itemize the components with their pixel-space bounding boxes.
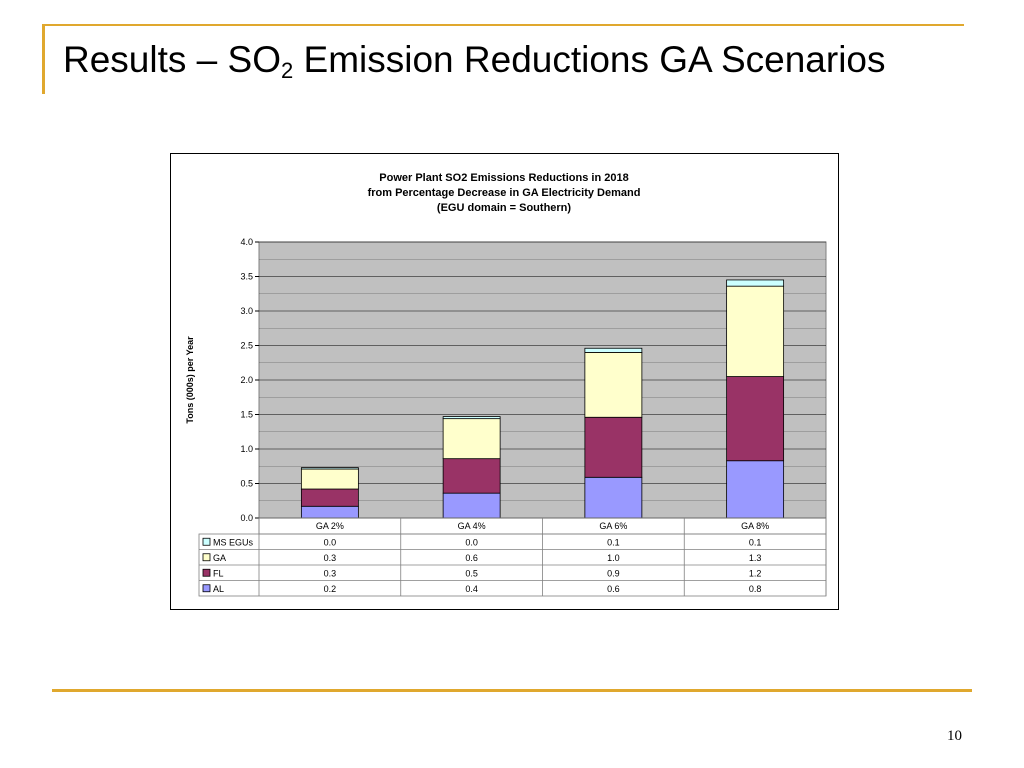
bar-segment-ga xyxy=(584,351,643,418)
y-tick-label: 0.5 xyxy=(240,479,253,489)
y-tick-label: 2.0 xyxy=(240,375,253,385)
bottom-rule xyxy=(52,689,972,692)
table-cell-value: 0.9 xyxy=(607,568,620,578)
table-cell-value: 1.0 xyxy=(607,553,620,563)
legend-label: AL xyxy=(213,584,224,594)
legend-label: FL xyxy=(213,568,224,578)
bar-segment-ms-egus xyxy=(300,467,359,470)
y-tick-label: 1.0 xyxy=(240,444,253,454)
legend-swatch-ga xyxy=(202,553,211,562)
bar-segment-al xyxy=(300,505,359,519)
x-category-label: GA 6% xyxy=(599,521,627,531)
table-cell-value: 0.3 xyxy=(324,568,337,578)
table-cell-value: 0.0 xyxy=(465,537,478,547)
bar-segment-fl xyxy=(300,488,359,507)
table-cell-value: 0.1 xyxy=(749,537,762,547)
table-cell-value: 0.0 xyxy=(324,537,337,547)
table-cell-value: 0.6 xyxy=(607,584,620,594)
legend-swatch-ms-egus xyxy=(202,537,211,546)
accent-frame-top xyxy=(42,24,964,26)
bar-segment-al xyxy=(726,460,785,519)
y-tick-label: 0.0 xyxy=(240,513,253,523)
bar-segment-al xyxy=(584,476,643,519)
y-tick-label: 2.5 xyxy=(240,341,253,351)
accent-frame-left xyxy=(42,26,45,94)
x-category-label: GA 2% xyxy=(316,521,344,531)
y-tick-label: 1.5 xyxy=(240,410,253,420)
legend-swatch-fl xyxy=(202,568,211,577)
y-tick-label: 3.0 xyxy=(240,306,253,316)
chart-container: Power Plant SO2 Emissions Reductions in … xyxy=(170,153,839,610)
title-subscript: 2 xyxy=(280,58,294,83)
chart-title-line: from Percentage Decrease in GA Electrici… xyxy=(368,187,641,199)
page-number: 10 xyxy=(947,728,962,744)
table-cell-value: 0.5 xyxy=(465,568,478,578)
bar-segment-al xyxy=(442,492,501,519)
slide-title: Results – SO2 Emission Reductions GA Sce… xyxy=(63,39,886,83)
bar-segment-fl xyxy=(726,376,785,462)
title-rest: Emission Reductions GA Scenarios xyxy=(293,39,886,80)
bar-segment-fl xyxy=(584,416,643,478)
y-tick-label: 3.5 xyxy=(240,272,253,282)
chart-title-line: Power Plant SO2 Emissions Reductions in … xyxy=(379,172,628,184)
legend-swatch-al xyxy=(202,584,211,593)
chart-title-line: (EGU domain = Southern) xyxy=(437,202,571,214)
x-category-label: GA 4% xyxy=(458,521,486,531)
table-cell-value: 0.8 xyxy=(749,584,762,594)
bar-segment-ms-egus xyxy=(726,279,785,287)
legend-label: GA xyxy=(213,553,226,563)
bar-segment-ga xyxy=(726,285,785,377)
y-axis-label: Tons (000s) per Year xyxy=(185,336,195,424)
table-cell-value: 1.3 xyxy=(749,553,762,563)
bar-segment-ga xyxy=(300,468,359,490)
table-cell-value: 1.2 xyxy=(749,568,762,578)
bar-segment-fl xyxy=(442,458,501,494)
table-cell-value: 0.2 xyxy=(324,584,337,594)
table-cell-value: 0.1 xyxy=(607,537,620,547)
table-cell-value: 0.3 xyxy=(324,553,337,563)
legend-label: MS EGUs xyxy=(213,537,254,547)
y-tick-label: 4.0 xyxy=(240,237,253,247)
table-cell-value: 0.6 xyxy=(465,553,478,563)
bar-segment-ms-egus xyxy=(442,416,501,420)
title-main: Results – SO xyxy=(63,39,281,80)
stacked-bar-chart: Power Plant SO2 Emissions Reductions in … xyxy=(185,172,827,597)
x-category-label: GA 8% xyxy=(741,521,769,531)
bar-segment-ms-egus xyxy=(584,347,643,353)
bar-segment-ga xyxy=(442,418,501,460)
table-cell-value: 0.4 xyxy=(465,584,478,594)
